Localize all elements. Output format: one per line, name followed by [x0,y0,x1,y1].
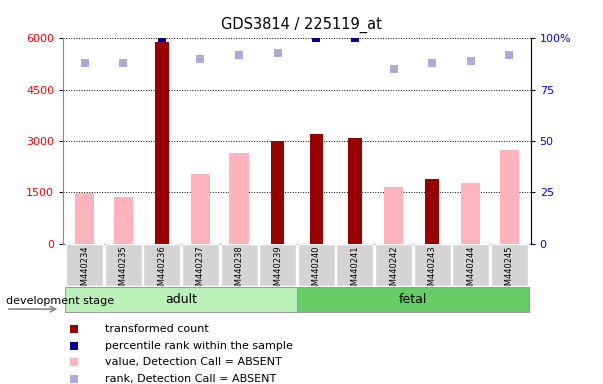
Text: GSM440236: GSM440236 [157,245,166,296]
Bar [271,141,285,244]
Bar [348,138,362,244]
Text: GSM440240: GSM440240 [312,245,321,296]
Bar [75,193,94,244]
Bar [414,244,450,286]
Text: value, Detection Call = ABSENT: value, Detection Call = ABSENT [105,358,282,367]
Text: GSM440243: GSM440243 [428,245,437,296]
Text: GSM440245: GSM440245 [505,245,514,296]
Bar [375,244,412,286]
Text: GSM440234: GSM440234 [80,245,89,296]
Text: GSM440238: GSM440238 [235,245,244,296]
Text: GSM440237: GSM440237 [196,245,205,296]
Text: GSM440241: GSM440241 [350,245,359,296]
Bar [105,244,142,286]
Text: GSM440244: GSM440244 [466,245,475,296]
Bar [191,174,210,244]
Text: GSM440239: GSM440239 [273,245,282,296]
Bar [155,42,169,244]
Bar [221,244,257,286]
Text: GDS3814 / 225119_at: GDS3814 / 225119_at [221,17,382,33]
Text: GSM440242: GSM440242 [389,245,398,296]
Bar [65,287,297,312]
Bar [144,244,180,286]
Bar [113,197,133,244]
Bar [461,183,481,244]
Bar [491,244,528,286]
Bar [297,287,529,312]
Text: transformed count: transformed count [105,324,209,334]
Text: rank, Detection Call = ABSENT: rank, Detection Call = ABSENT [105,374,276,384]
Bar [309,134,323,244]
Bar [384,187,403,244]
Bar [500,150,519,244]
Text: percentile rank within the sample: percentile rank within the sample [105,341,292,351]
Bar [229,153,248,244]
Text: GSM440235: GSM440235 [119,245,128,296]
Bar [182,244,219,286]
Bar [452,244,489,286]
Bar [336,244,373,286]
Bar [259,244,296,286]
Text: fetal: fetal [399,293,427,306]
Bar [66,244,103,286]
Text: adult: adult [165,293,197,306]
Bar [425,179,439,244]
Text: development stage: development stage [6,296,114,306]
Bar [298,244,335,286]
